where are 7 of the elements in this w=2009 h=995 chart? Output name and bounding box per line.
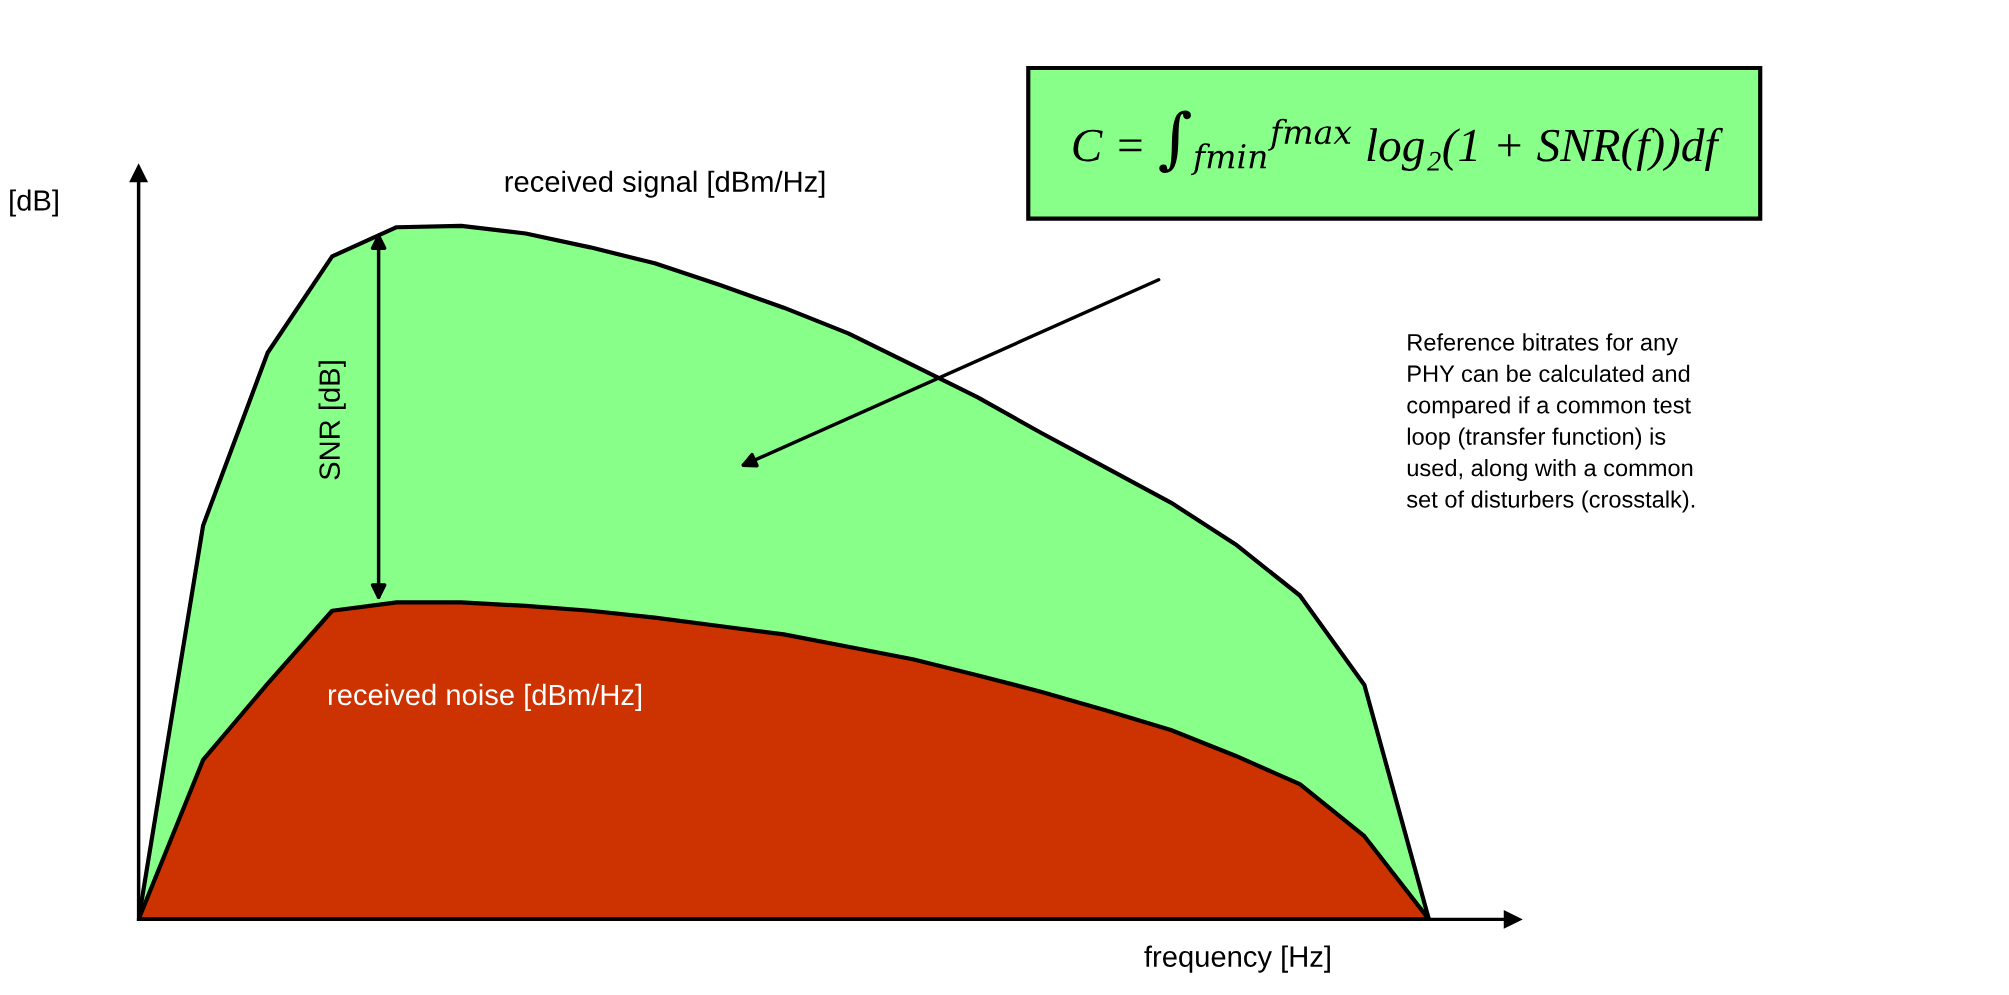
annotation: Reference bitrates for any PHY can be calculated and compared if a common test loop (transfer function) is used, along with a common set of disturbers (crosstalk).: [1406, 333, 1695, 513]
y-axis-title: [dB]: [10, 189, 58, 217]
annotation: SNR [dB]: [318, 361, 346, 480]
text: C = ∫$_{fmin}$$^{fmax}$ log₂(1 + SNR(f))df: [1073, 110, 1723, 176]
series-label: received signal [dBm/Hz]: [505, 170, 825, 198]
series-label: received noise [dBm/Hz]: [328, 683, 642, 712]
x-axis-title: frequency [Hz]: [1144, 945, 1330, 973]
